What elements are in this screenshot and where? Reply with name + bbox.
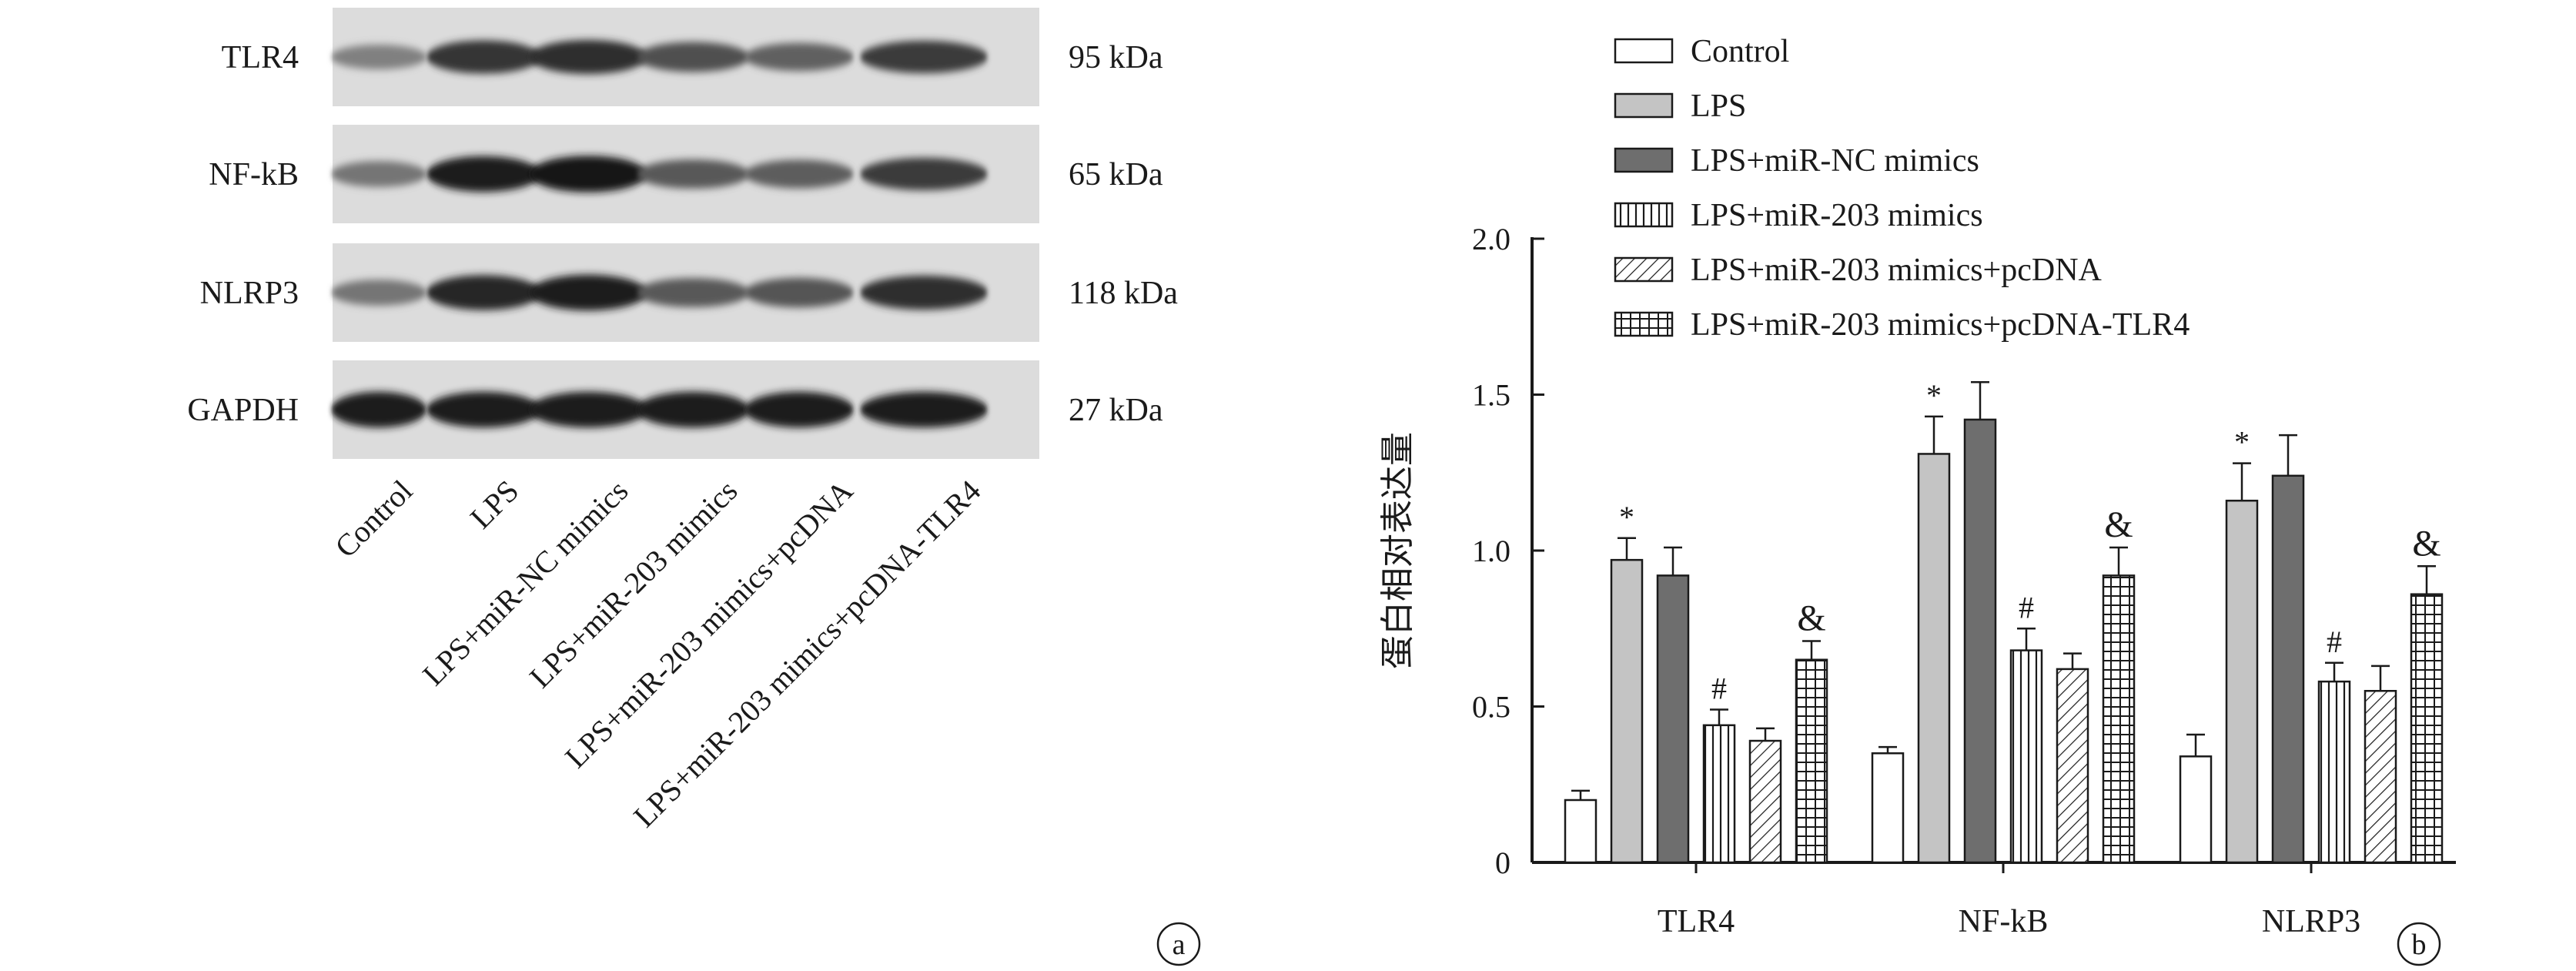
bar bbox=[2364, 690, 2397, 864]
y-axis-label: 蛋白相对表达量 bbox=[1379, 432, 1417, 669]
lane-label: LPS+miR-NC mimics bbox=[416, 474, 634, 692]
bar bbox=[1748, 739, 1782, 864]
significance-mark: & bbox=[1797, 598, 1825, 638]
legend-swatch bbox=[1614, 92, 1674, 119]
bar bbox=[2225, 499, 2259, 864]
y-tick-label: 0 bbox=[1495, 845, 1510, 880]
molecular-weight-label: 118 kDa bbox=[1069, 276, 1178, 311]
legend-label: LPS+miR-203 mimics+pcDNA-TLR4 bbox=[1691, 307, 2190, 343]
protein-band bbox=[860, 40, 988, 74]
panel-a-label: a bbox=[1173, 929, 1186, 961]
protein-band bbox=[744, 277, 854, 308]
protein-label: NF-kB bbox=[209, 157, 299, 193]
protein-band bbox=[744, 391, 854, 428]
lane-label: Control bbox=[328, 474, 419, 564]
protein-band bbox=[331, 391, 427, 428]
legend-label: LPS bbox=[1691, 89, 1746, 124]
significance-mark: # bbox=[1711, 671, 1727, 706]
protein-band bbox=[637, 159, 749, 189]
bar bbox=[2317, 680, 2351, 864]
bar bbox=[2102, 574, 2136, 864]
protein-band bbox=[530, 274, 647, 311]
protein-band bbox=[860, 157, 988, 191]
y-tick-label: 2.0 bbox=[1472, 222, 1510, 256]
protein-band bbox=[530, 156, 647, 193]
legend-swatch bbox=[1614, 147, 1674, 173]
protein-band bbox=[637, 42, 749, 72]
panel-a-marker bbox=[1156, 922, 1201, 966]
panel-b-label: b bbox=[2412, 929, 2427, 961]
protein-band bbox=[427, 391, 540, 428]
y-tick-label: 1.0 bbox=[1472, 534, 1510, 568]
significance-mark: * bbox=[1926, 378, 1942, 413]
bar-chart-panel: 0 0.5 1.0 1.5 2.0 蛋白相对表达量 TLR4 * # & NF-kB * # & NLRP3… bbox=[1379, 34, 2456, 966]
protein-band bbox=[744, 159, 854, 189]
bar bbox=[1656, 574, 1690, 864]
legend-swatch bbox=[1614, 202, 1674, 228]
legend-swatch bbox=[1614, 38, 1674, 64]
x-tick-label: NLRP3 bbox=[2262, 904, 2360, 939]
protein-band bbox=[427, 275, 540, 310]
bar bbox=[1702, 724, 1736, 864]
protein-band bbox=[860, 391, 988, 428]
protein-label: NLRP3 bbox=[200, 276, 299, 311]
y-tick-label: 1.5 bbox=[1472, 378, 1510, 413]
bar bbox=[1963, 418, 1997, 864]
protein-band bbox=[331, 161, 427, 187]
legend-swatch bbox=[1614, 311, 1674, 337]
lane-label: LPS bbox=[463, 474, 526, 536]
bar bbox=[2179, 755, 2213, 864]
protein-band bbox=[860, 275, 988, 310]
molecular-weight-label: 65 kDa bbox=[1069, 157, 1163, 193]
molecular-weight-label: 27 kDa bbox=[1069, 393, 1163, 428]
western-blot-panel: TLR4 95 kDa NF-kB 65 kDa NLRP3 118 kDa GAPDH 27… bbox=[187, 8, 1201, 966]
x-tick-label: TLR4 bbox=[1658, 904, 1735, 939]
protein-band bbox=[530, 39, 647, 75]
bar bbox=[1871, 752, 1905, 864]
legend-swatch bbox=[1614, 256, 1674, 283]
protein-band bbox=[427, 156, 540, 193]
legend-label: LPS+miR-203 mimics+pcDNA bbox=[1691, 253, 2103, 288]
bar bbox=[2410, 593, 2444, 864]
y-tick-label: 0.5 bbox=[1472, 690, 1510, 725]
legend-label: Control bbox=[1691, 34, 1789, 69]
protein-label: GAPDH bbox=[187, 393, 299, 428]
significance-mark: & bbox=[2412, 523, 2441, 564]
legend-label: LPS+miR-NC mimics bbox=[1691, 143, 1979, 179]
bar bbox=[2009, 649, 2043, 864]
protein-band bbox=[637, 391, 749, 428]
protein-band bbox=[530, 391, 647, 428]
protein-band bbox=[427, 40, 540, 74]
protein-band bbox=[637, 278, 749, 307]
significance-mark: * bbox=[1619, 500, 1634, 534]
legend-label: LPS+miR-203 mimics bbox=[1691, 198, 1983, 233]
protein-band bbox=[744, 42, 854, 72]
protein-band bbox=[331, 280, 427, 306]
bar bbox=[2271, 474, 2305, 864]
protein-label: TLR4 bbox=[222, 40, 299, 75]
molecular-weight-label: 95 kDa bbox=[1069, 40, 1163, 75]
lane-label: LPS+miR-203 mimics bbox=[523, 474, 744, 695]
bar bbox=[1610, 558, 1644, 864]
significance-mark: * bbox=[2234, 425, 2250, 460]
significance-mark: # bbox=[2019, 590, 2034, 624]
bar bbox=[1795, 658, 1828, 864]
bar bbox=[2056, 668, 2089, 864]
significance-mark: & bbox=[2104, 504, 2133, 545]
panel-b-marker bbox=[2397, 922, 2441, 966]
x-tick-label: NF-kB bbox=[1959, 904, 2049, 939]
protein-band bbox=[331, 45, 427, 69]
significance-mark: # bbox=[2327, 624, 2342, 659]
bar bbox=[1917, 453, 1951, 864]
bar bbox=[1564, 799, 1597, 864]
